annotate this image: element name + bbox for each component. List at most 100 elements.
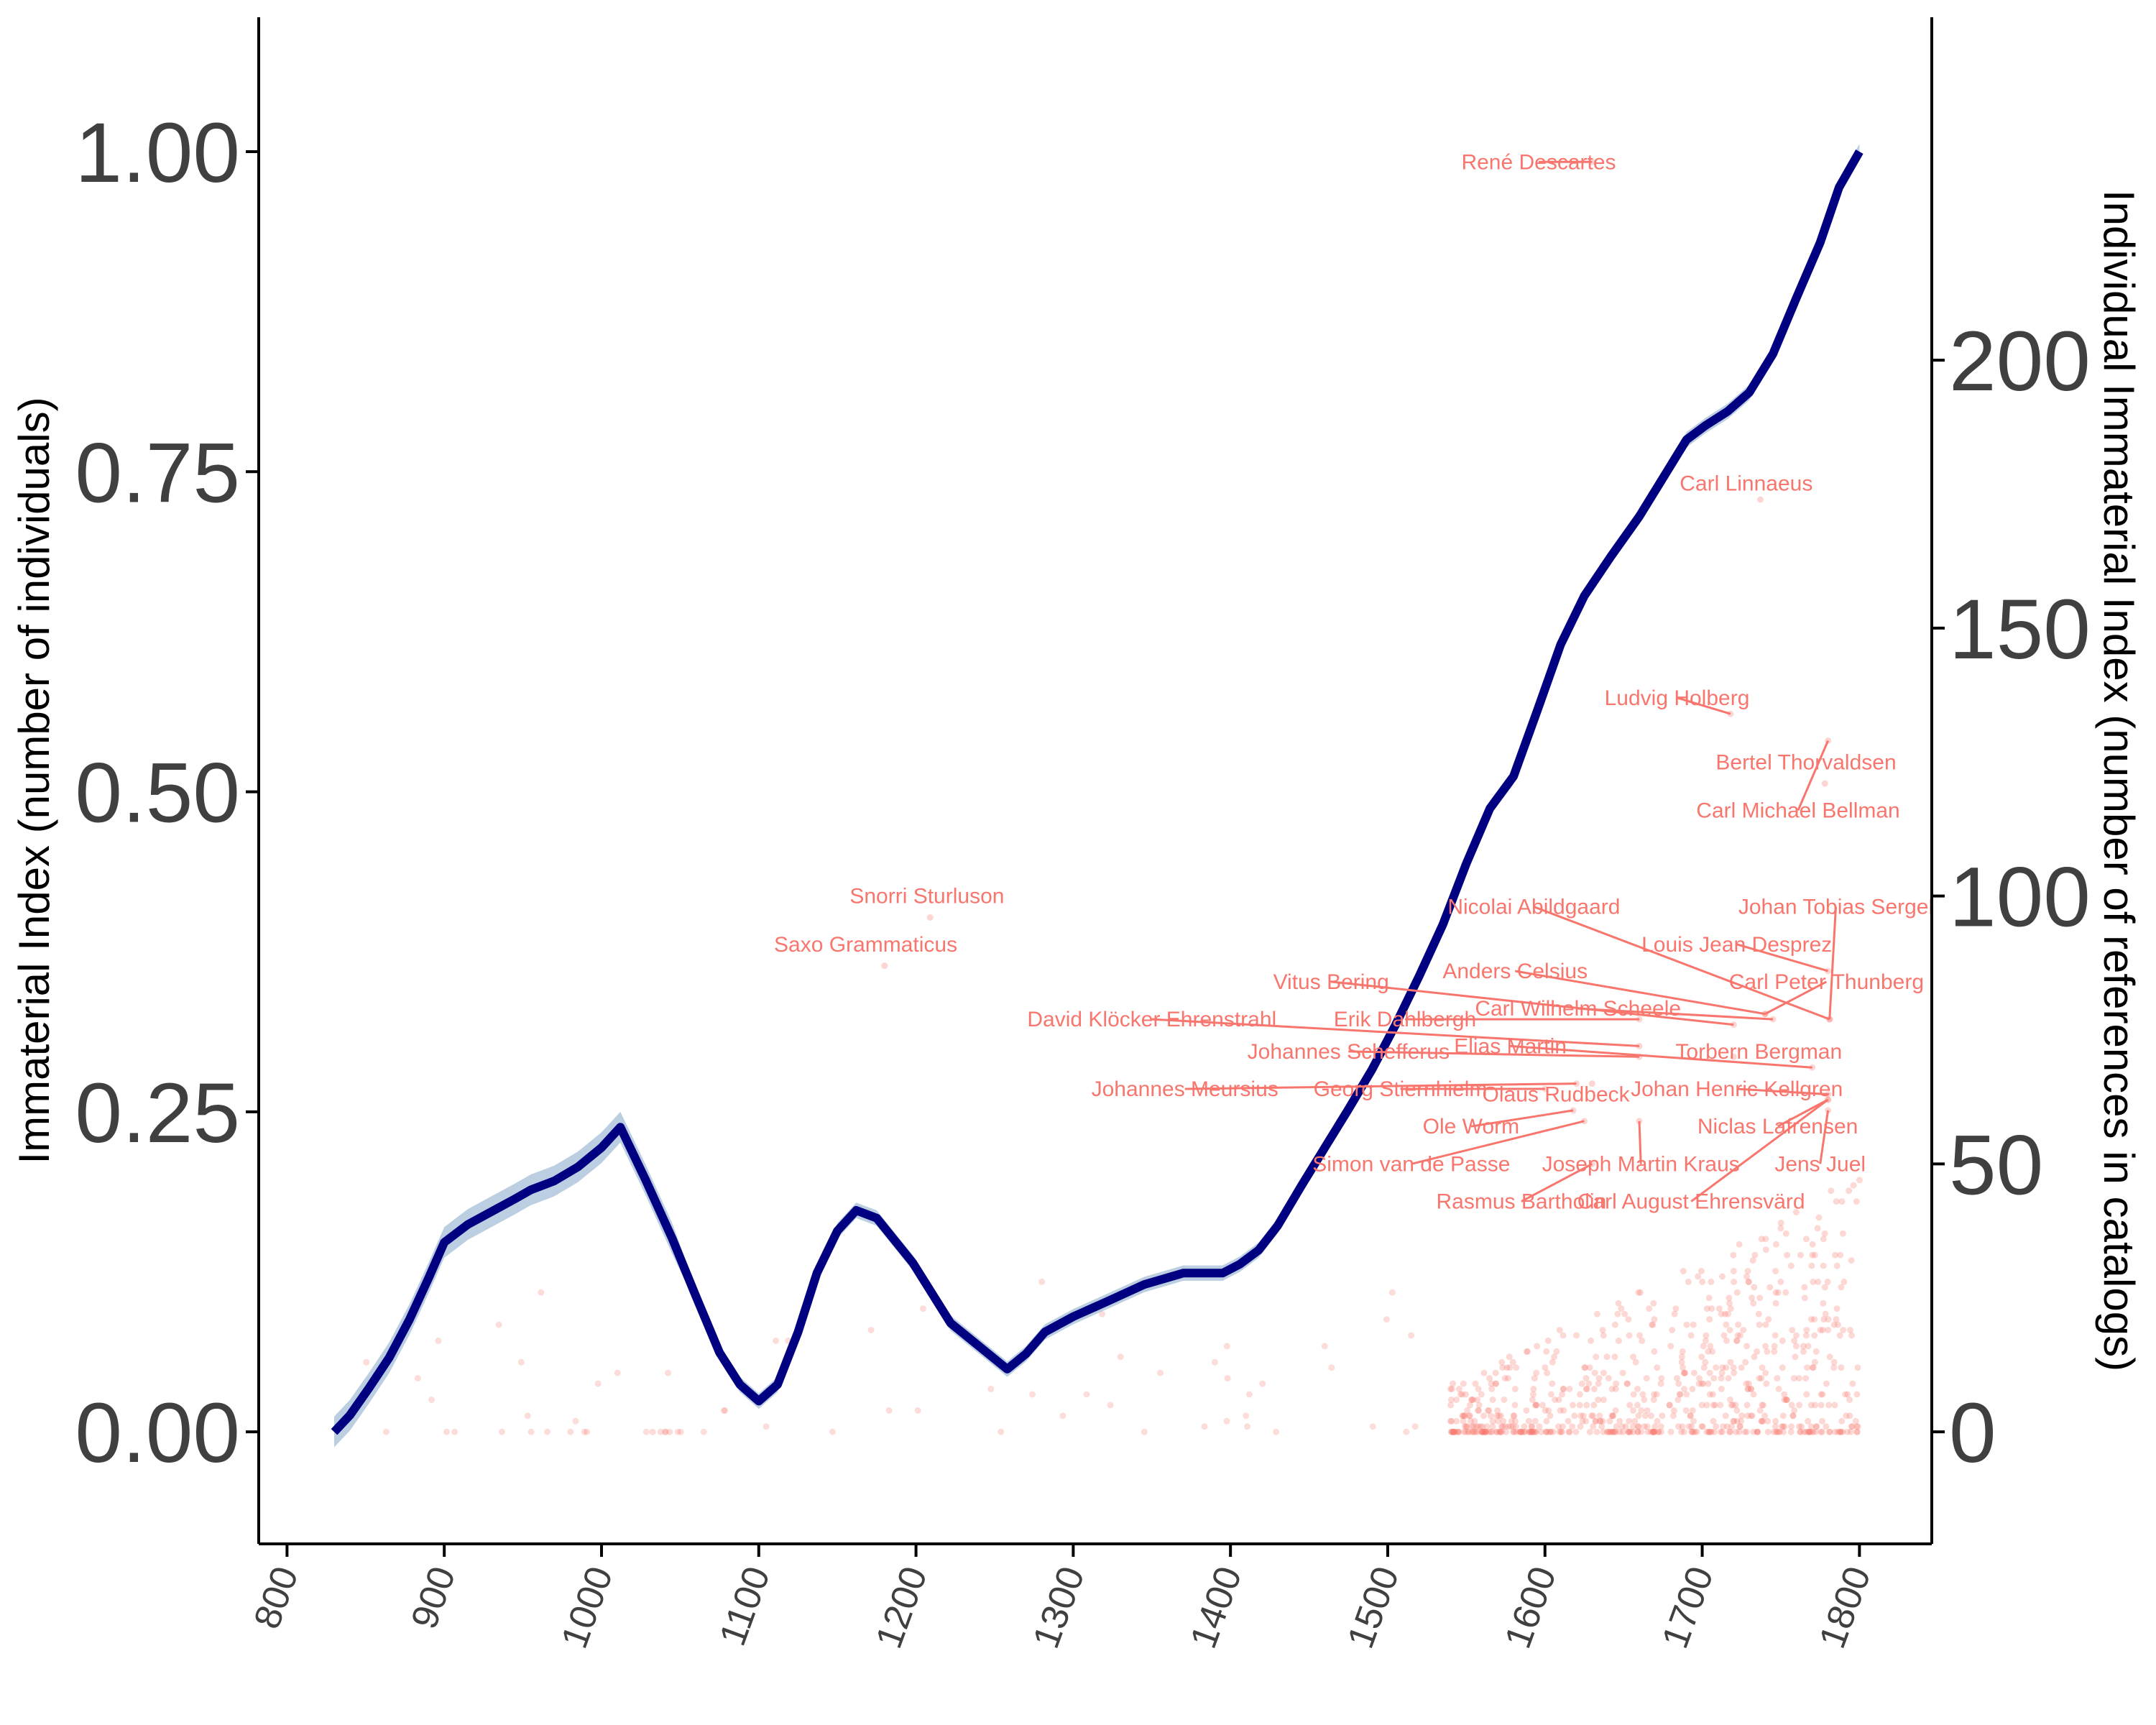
scatter-point bbox=[1201, 1423, 1208, 1430]
scatter-point bbox=[1447, 1397, 1455, 1403]
y-axis-title: Immaterial Index (number of individuals) bbox=[10, 397, 58, 1164]
scatter-point bbox=[1688, 1423, 1695, 1430]
scatter-point bbox=[1596, 1412, 1603, 1420]
scatter-point bbox=[665, 1369, 671, 1376]
y-tick-label: 0.00 bbox=[75, 1386, 240, 1481]
scatter-point bbox=[1600, 1369, 1607, 1376]
scatter-point bbox=[1823, 1423, 1830, 1430]
scatter-point bbox=[1671, 1310, 1678, 1317]
scatter-point bbox=[1797, 1428, 1804, 1435]
y-ticks: 0.00 0.25 0.50 0.75 1.00 bbox=[75, 106, 259, 1481]
x-tick-label: 800 bbox=[246, 1561, 306, 1634]
scatter-point bbox=[1583, 1386, 1590, 1392]
scatter-point bbox=[1623, 1380, 1631, 1387]
scatter-point bbox=[1542, 1364, 1549, 1371]
scatter-point bbox=[1853, 1198, 1860, 1205]
scatter-point bbox=[1743, 1402, 1751, 1409]
scatter-point bbox=[1615, 1337, 1622, 1344]
scatter-point bbox=[1521, 1428, 1529, 1435]
scatter-point bbox=[1632, 1358, 1639, 1366]
scatter-point bbox=[1496, 1428, 1503, 1435]
scatter-point bbox=[1512, 1423, 1519, 1430]
scatter-point bbox=[1623, 1380, 1631, 1387]
scatter-point bbox=[1773, 1428, 1780, 1435]
scatter-point bbox=[867, 1327, 875, 1333]
scatter-point bbox=[1630, 1428, 1637, 1435]
x-tick-label: 1800 bbox=[1812, 1561, 1879, 1654]
scatter-point bbox=[1224, 1375, 1231, 1382]
scatter-point bbox=[1706, 1369, 1713, 1376]
scatter-point bbox=[1651, 1423, 1659, 1430]
scatter-point bbox=[1643, 1375, 1650, 1382]
scatter-point bbox=[998, 1428, 1005, 1435]
scatter-point bbox=[1452, 1428, 1459, 1435]
scatter-point bbox=[1675, 1380, 1682, 1387]
scatter-point bbox=[1706, 1316, 1713, 1323]
scatter-point bbox=[1683, 1391, 1690, 1398]
scatter-point bbox=[1626, 1332, 1633, 1339]
scatter-point bbox=[1800, 1428, 1807, 1435]
label-leader bbox=[1470, 1109, 1574, 1128]
scatter-point bbox=[1744, 1386, 1751, 1392]
scatter-point bbox=[1626, 1428, 1634, 1435]
scatter-point bbox=[1462, 1428, 1469, 1435]
scatter-point bbox=[1779, 1423, 1787, 1430]
scatter-point bbox=[1475, 1386, 1482, 1392]
scatter-point bbox=[1690, 1417, 1697, 1425]
scatter-point bbox=[1485, 1407, 1491, 1414]
scatter-point bbox=[1533, 1369, 1540, 1376]
scatter-point bbox=[1833, 1316, 1840, 1323]
scatter-point bbox=[1328, 1364, 1335, 1371]
scatter-point bbox=[1223, 1417, 1230, 1425]
scatter-point bbox=[1493, 1428, 1501, 1435]
label-leader bbox=[1348, 1050, 1640, 1058]
scatter-point bbox=[1618, 1423, 1626, 1430]
scatter-point bbox=[1723, 1337, 1730, 1344]
scatter-point bbox=[829, 1428, 836, 1435]
point-label: Jens Juel bbox=[1774, 1152, 1866, 1176]
scatter-point bbox=[1478, 1428, 1485, 1435]
scatter-point bbox=[1828, 1187, 1835, 1195]
scatter-point bbox=[1586, 1428, 1593, 1435]
scatter-point bbox=[1839, 1428, 1846, 1435]
scatter-point bbox=[1758, 1417, 1765, 1425]
scatter-point bbox=[1755, 1310, 1762, 1317]
scatter-point bbox=[1600, 1428, 1607, 1435]
scatter-point bbox=[1805, 1417, 1811, 1425]
scatter-point bbox=[1448, 1428, 1455, 1435]
scatter-point bbox=[1511, 1402, 1519, 1409]
scatter-point bbox=[1725, 1375, 1732, 1382]
scatter-point bbox=[1781, 1423, 1788, 1430]
scatter-point bbox=[1529, 1423, 1535, 1430]
scatter-point bbox=[1657, 1380, 1664, 1387]
scatter-point bbox=[1823, 1380, 1830, 1387]
scatter-point bbox=[1630, 1407, 1637, 1414]
scatter-point bbox=[1649, 1428, 1657, 1435]
scatter-point bbox=[1608, 1412, 1616, 1420]
y2-tick-label: 0 bbox=[1949, 1386, 1996, 1481]
scatter-point bbox=[1552, 1397, 1559, 1403]
scatter-point bbox=[1742, 1358, 1749, 1366]
scatter-point bbox=[1638, 1407, 1645, 1414]
scatter-point bbox=[1730, 1364, 1737, 1371]
scatter-point bbox=[1468, 1397, 1475, 1403]
scatter-point bbox=[1844, 1428, 1851, 1435]
label-leader bbox=[1677, 696, 1731, 715]
scatter-point bbox=[1852, 1417, 1859, 1425]
scatter-point bbox=[1612, 1386, 1619, 1392]
scatter-point bbox=[1457, 1391, 1464, 1398]
scatter-point bbox=[1547, 1391, 1554, 1398]
x-tick-label: 1600 bbox=[1497, 1561, 1565, 1654]
scatter-point bbox=[1590, 1402, 1598, 1409]
scatter-point bbox=[1772, 1289, 1779, 1296]
scatter-point bbox=[1848, 1423, 1856, 1430]
point-label: Georg Stiernhielm bbox=[1314, 1077, 1488, 1101]
scatter-point bbox=[1736, 1241, 1743, 1248]
scatter-point bbox=[1743, 1380, 1750, 1387]
y2-axis-title: Individual Immaterial Index (number of r… bbox=[2095, 190, 2143, 1371]
scatter-point bbox=[1650, 1397, 1657, 1403]
scatter-point bbox=[1549, 1428, 1557, 1435]
scatter-point bbox=[1211, 1358, 1218, 1366]
scatter-point bbox=[1638, 1428, 1644, 1435]
label-leader bbox=[1521, 1163, 1593, 1202]
